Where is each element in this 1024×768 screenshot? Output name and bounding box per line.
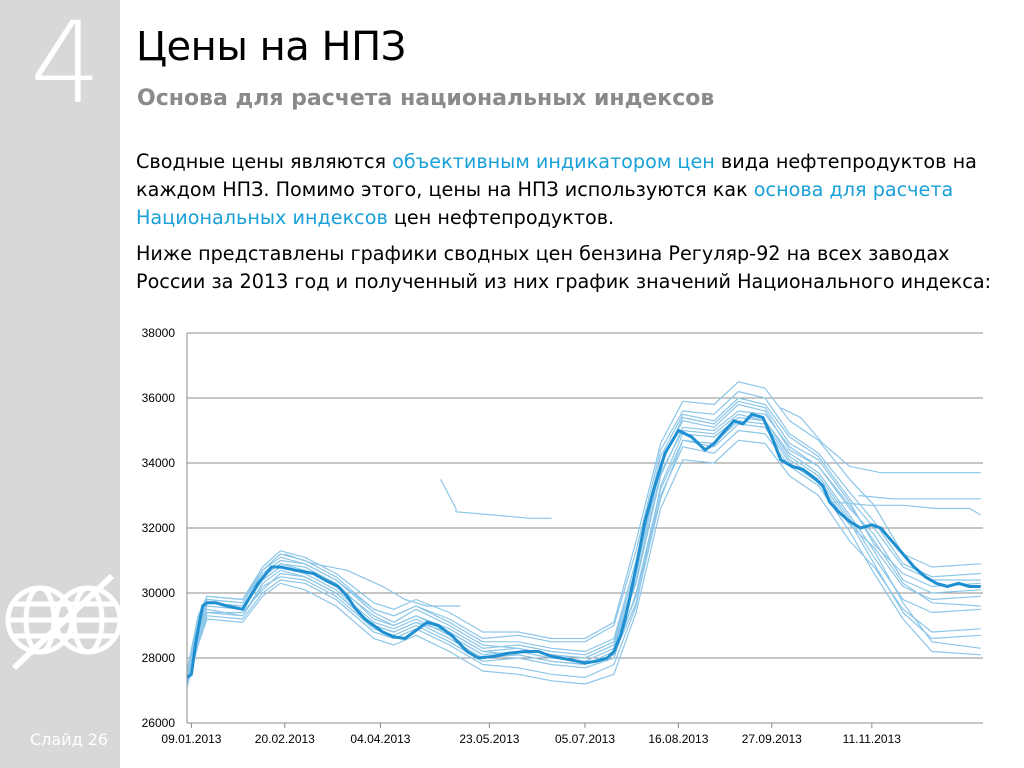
x-tick-label: 04.04.2013 [350,732,410,746]
body-text: Сводные цены являются объективным индика… [136,148,1016,304]
refinery-series-group [186,381,982,688]
globe-logo-icon [5,573,120,671]
x-axis-ticks: 09.01.2013 20.02.2013 04.04.2013 23.05.2013… [161,723,901,746]
y-tick-label: 36000 [142,391,176,405]
refinery-series-line [186,403,981,675]
sidebar: 4 Слайд 26 [0,0,120,768]
x-tick-label: 09.01.2013 [161,732,221,746]
price-chart: 26000 28000 30000 32000 34000 36000 38000 09.0… [142,326,983,746]
refinery-series-line [186,381,981,672]
y-axis-ticks: 26000 28000 30000 32000 34000 36000 38000 [142,326,176,730]
page-title: Цены на НПЗ [136,24,406,70]
y-tick-label: 26000 [142,716,176,730]
national-index-line [186,412,981,679]
slide-label: Слайд 26 [30,730,109,749]
x-tick-label: 20.02.2013 [255,732,315,746]
highlight-basis: основа для расчета Национальных индексов [136,178,954,229]
text-segment: цен нефтепродуктов. [387,206,615,229]
refinery-series-line [439,479,552,519]
y-tick-label: 34000 [142,456,176,470]
text-segment: Сводные цены являются [136,150,393,173]
refinery-series-line [186,390,981,672]
x-tick-label: 05.07.2013 [555,732,615,746]
refinery-series-line [284,553,461,607]
x-tick-label: 11.11.2013 [843,732,902,746]
paragraph-2: Ниже представлены графики сводных цен бе… [136,242,992,293]
x-tick-label: 27.09.2013 [742,732,802,746]
index-series-group [186,412,981,679]
y-tick-label: 32000 [142,521,176,535]
refinery-series-line [186,410,981,678]
x-tick-label: 16.08.2013 [648,732,708,746]
chart-axes [186,333,983,724]
y-tick-label: 28000 [142,651,176,665]
refinery-series-line [186,416,981,685]
refinery-series-line [186,439,981,688]
x-tick-label: 23.05.2013 [459,732,519,746]
paragraph-1: Сводные цены являются объективным индика… [136,148,1016,232]
text-segment: вида нефтепродуктов на каждом НПЗ. Помим… [136,150,977,201]
y-tick-label: 30000 [142,586,176,600]
refinery-series-line [186,397,981,675]
highlight-indicator: объективным индикатором цен [392,150,715,173]
y-tick-label: 38000 [142,326,176,340]
refinery-series-line [833,501,982,516]
slide-number: 4 [30,0,102,129]
refinery-series-line [858,494,981,500]
page-subtitle: Основа для расчета национальных индексов [137,86,715,111]
refinery-series-line [780,407,981,474]
